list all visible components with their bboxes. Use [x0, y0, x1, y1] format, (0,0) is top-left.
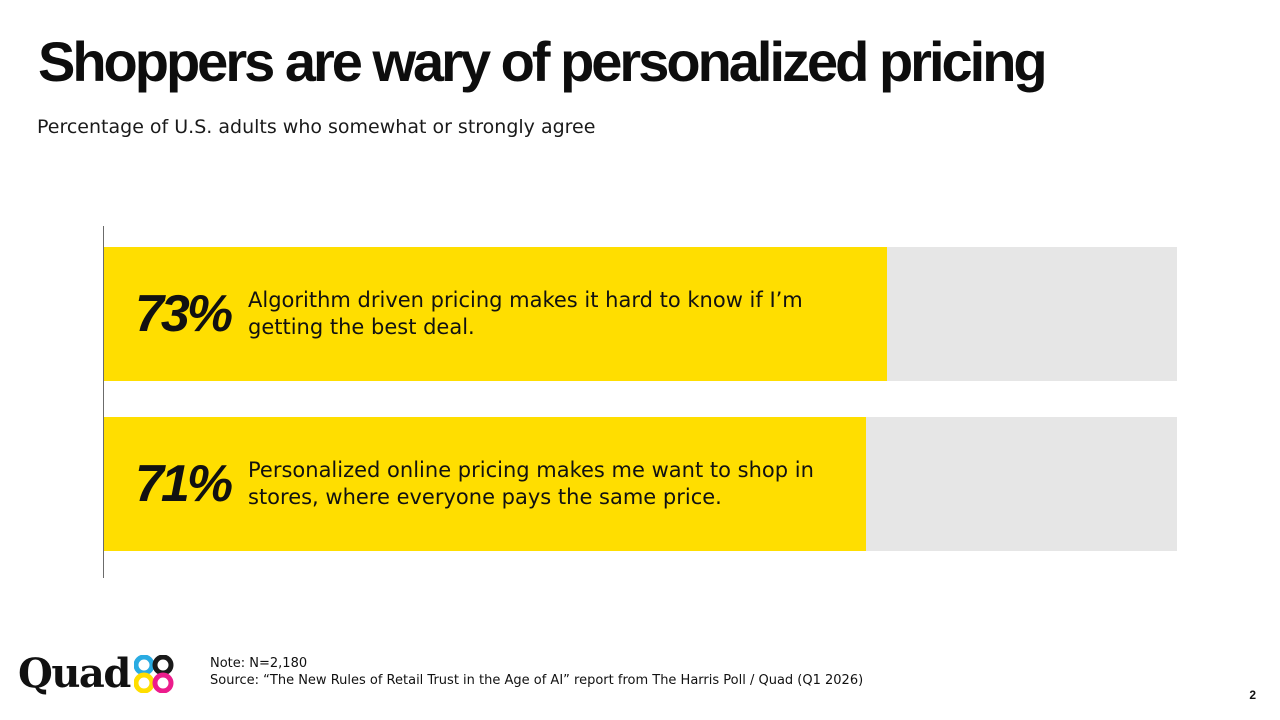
bar-1 [104, 247, 888, 381]
bar-value-label-1: 73% [135, 285, 233, 343]
footnote-note: Note: N=2,180 [210, 656, 308, 671]
bar-category-label-2: Personalized online pricing makes me wan… [248, 458, 814, 509]
chart-axis-line [103, 226, 104, 578]
bar-track-2: 71% Personalized online pricing makes me… [104, 417, 1177, 551]
page-title: Shoppers are wary of personalized pricin… [38, 30, 1048, 93]
logo-ring-2 [152, 654, 174, 675]
quad-logo: Quad [18, 650, 174, 697]
quad-logo-mark-icon [133, 654, 174, 693]
footnote-source: Source: “The New Rules of Retail Trust i… [210, 673, 864, 688]
bar-2 [104, 417, 866, 551]
logo-wordmark: Quad [18, 650, 131, 697]
bar-value-label-2: 71% [135, 455, 233, 513]
footnote: Note: N=2,180 Source: “The New Rules of … [210, 655, 863, 689]
logo-ring-3 [133, 672, 155, 693]
page-number: 2 [1249, 688, 1256, 702]
logo-ring-4 [152, 672, 174, 693]
page-subtitle: Percentage of U.S. adults who somewhat o… [37, 116, 596, 138]
bar-track-1: 73% Algorithm driven pricing makes it ha… [104, 247, 1177, 381]
logo-ring-1 [133, 654, 155, 675]
bar-category-label-1: Algorithm driven pricing makes it hard t… [248, 288, 803, 339]
